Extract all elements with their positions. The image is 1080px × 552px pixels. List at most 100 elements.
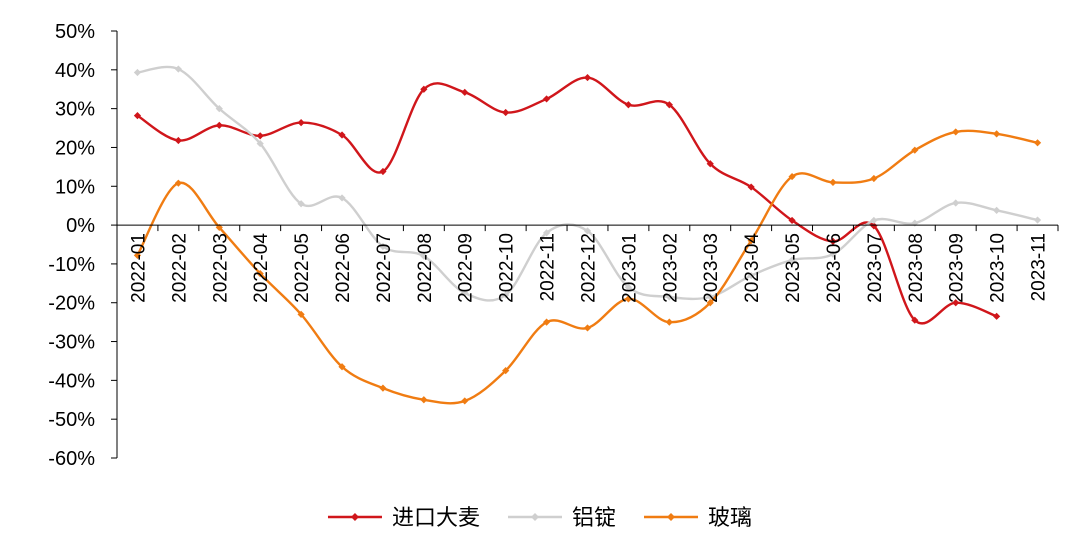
series-1 xyxy=(133,73,1001,325)
x-tick-label: 2023-09 xyxy=(947,233,968,303)
series-layer xyxy=(133,65,1042,405)
data-point xyxy=(665,101,673,109)
series-2 xyxy=(133,65,1042,302)
data-point xyxy=(911,146,919,154)
data-point xyxy=(461,397,469,405)
data-point xyxy=(174,136,182,145)
data-point xyxy=(870,222,878,230)
y-tick-label: -30% xyxy=(48,332,95,354)
data-point xyxy=(829,178,837,186)
data-point xyxy=(624,101,633,109)
x-tick-label: 2022-11 xyxy=(538,233,559,301)
data-point xyxy=(133,251,142,259)
x-tick-label: 2022-04 xyxy=(251,233,272,303)
data-point xyxy=(215,105,223,113)
x-tick-label: 2022-03 xyxy=(210,233,231,303)
data-point xyxy=(133,68,142,77)
data-point xyxy=(420,252,428,260)
data-point xyxy=(952,299,960,307)
x-tick-label: 2022-09 xyxy=(456,233,477,303)
legend-label: 铝锭 xyxy=(572,505,616,530)
legend: 进口大麦 铝锭 玻璃 xyxy=(327,505,752,530)
x-tick-label: 2023-03 xyxy=(701,233,722,303)
y-tick-label: 10% xyxy=(55,176,95,198)
data-point xyxy=(502,108,510,117)
data-point xyxy=(747,237,755,245)
data-point xyxy=(1033,216,1042,224)
y-tick-label: -20% xyxy=(48,293,95,315)
x-axis: 2022-01 2022-02 2022-03 2022-04 2022-05 2022-… xyxy=(116,224,1059,303)
data-point xyxy=(297,310,305,318)
y-tick-label: 30% xyxy=(55,99,95,121)
x-tick-label: 2022-01 xyxy=(128,233,149,303)
y-tick-label: -50% xyxy=(48,409,95,431)
data-point xyxy=(952,128,960,136)
data-point xyxy=(911,219,919,227)
data-point xyxy=(420,396,428,404)
legend-marker xyxy=(530,513,539,521)
data-point xyxy=(338,131,346,139)
x-tick-label: 2023-01 xyxy=(619,233,640,303)
legend-item: 玻璃 xyxy=(644,505,752,530)
data-point xyxy=(297,200,305,208)
data-point xyxy=(665,293,673,301)
data-point xyxy=(1033,139,1042,147)
x-tick-label: 2023-07 xyxy=(865,233,886,303)
data-point xyxy=(297,119,305,127)
x-tick-label: 2023-02 xyxy=(660,233,681,303)
x-tick-label: 2022-02 xyxy=(169,233,190,303)
data-point xyxy=(461,88,469,96)
x-tick-label: 2023-04 xyxy=(742,233,763,303)
data-point xyxy=(215,121,223,129)
x-tick-label: 2022-05 xyxy=(292,233,313,303)
data-point xyxy=(420,85,428,93)
data-point xyxy=(256,139,264,148)
data-point xyxy=(502,367,510,375)
y-axis: 50% 40% 30% 20% 10% 0% -10% -20% -30% -40% -50% -60… xyxy=(48,21,118,470)
data-point xyxy=(870,216,878,225)
x-tick-label: 2023-06 xyxy=(824,233,845,303)
data-point xyxy=(993,312,1001,320)
data-point xyxy=(829,237,837,245)
data-point xyxy=(624,283,633,291)
data-point xyxy=(788,216,796,225)
data-point xyxy=(542,95,551,103)
data-point xyxy=(747,183,755,191)
data-point xyxy=(338,194,346,202)
data-point xyxy=(747,271,755,280)
data-point xyxy=(870,174,878,183)
data-point xyxy=(379,384,387,392)
data-point xyxy=(706,160,714,168)
legend-marker xyxy=(667,513,676,521)
data-point xyxy=(993,206,1001,214)
y-tick-label: -10% xyxy=(48,254,95,276)
data-point xyxy=(583,227,592,235)
data-point xyxy=(174,179,182,187)
x-tick-label: 2022-06 xyxy=(333,233,354,303)
x-tick-label: 2022-12 xyxy=(579,233,600,303)
data-point xyxy=(706,299,714,307)
x-tick-label: 2023-08 xyxy=(906,233,927,303)
data-point xyxy=(542,318,551,326)
data-point xyxy=(706,293,714,301)
legend-label: 进口大麦 xyxy=(392,505,480,530)
series-3 xyxy=(133,128,1042,405)
data-point xyxy=(379,242,387,251)
data-point xyxy=(583,73,592,82)
data-point xyxy=(461,289,469,297)
data-point xyxy=(788,256,796,264)
x-tick-label: 2022-08 xyxy=(415,233,436,303)
y-tick-label: 0% xyxy=(66,215,95,237)
data-point xyxy=(665,318,673,326)
y-tick-label: -40% xyxy=(48,370,95,392)
data-point xyxy=(379,167,387,176)
legend-label: 玻璃 xyxy=(708,505,752,530)
data-point xyxy=(829,250,837,258)
data-point xyxy=(133,112,142,120)
legend-marker xyxy=(350,513,359,521)
y-tick-label: 20% xyxy=(55,137,95,159)
data-point xyxy=(215,223,223,232)
x-tick-label: 2022-10 xyxy=(497,233,518,303)
data-point xyxy=(624,295,633,303)
